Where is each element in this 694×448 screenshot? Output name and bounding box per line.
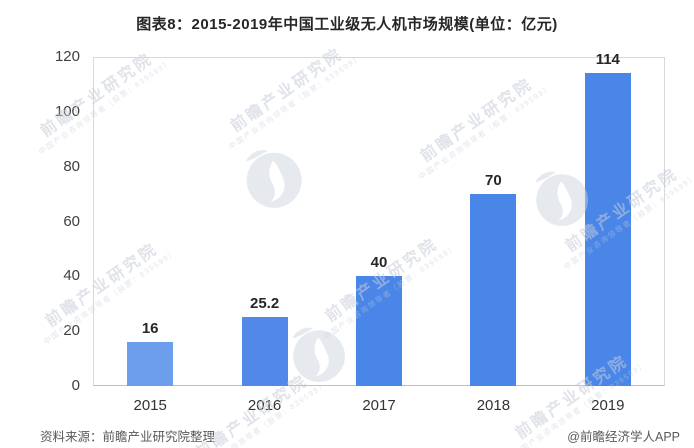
y-tick-label: 40 (63, 267, 80, 285)
x-tick-label: 2019 (591, 397, 625, 414)
y-tick-label: 100 (54, 102, 80, 120)
y-tick-label: 20 (63, 322, 80, 340)
x-tick-label: 2015 (133, 397, 167, 414)
y-tick-label: 60 (63, 212, 80, 230)
bar-2019 (584, 73, 631, 386)
bar-value-label: 25.2 (249, 295, 280, 312)
bar-2016 (241, 317, 288, 386)
y-tick-label: 80 (63, 157, 80, 175)
x-tick-label: 2018 (476, 397, 511, 414)
x-tick-label: 2016 (247, 397, 282, 414)
bar-value-label: 114 (595, 51, 620, 68)
bar-value-label: 16 (141, 320, 159, 337)
y-tick-label: 0 (71, 377, 80, 394)
bar-2015 (127, 342, 174, 386)
source-note: 资料来源：前瞻产业研究院整理 (40, 430, 216, 444)
bar-2017 (356, 276, 402, 386)
bar-value-label: 40 (370, 254, 388, 271)
bar-value-label: 70 (485, 172, 502, 189)
bar-2018 (470, 194, 517, 386)
y-tick-label: 120 (54, 48, 80, 65)
chart-title: 图表8：2015-2019年中国工业级无人机市场规模(单位：亿元) (136, 16, 558, 33)
x-tick-label: 2017 (362, 397, 396, 414)
credit-note: @前瞻经济学人APP (567, 430, 680, 444)
